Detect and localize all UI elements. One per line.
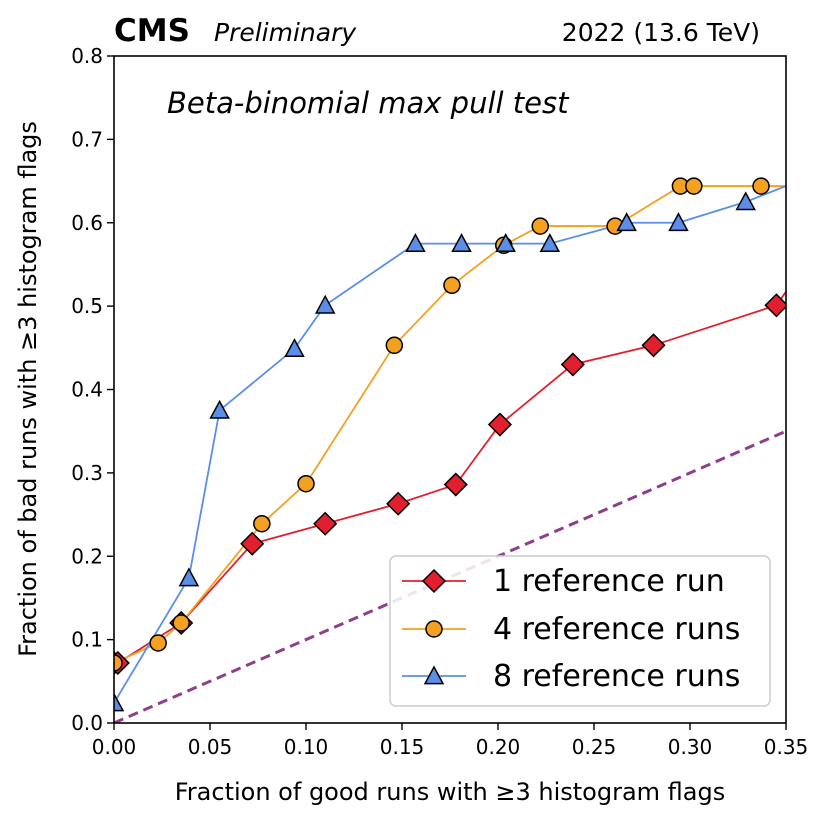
y-tick-label: 0.7 — [71, 127, 103, 151]
x-tick-label: 0.20 — [476, 735, 521, 759]
data-point-diamond — [386, 491, 411, 516]
legend-marker-triangle — [423, 665, 445, 685]
data-point-triangle — [114, 692, 125, 712]
data-point-diamond — [487, 412, 512, 437]
data-point-triangle — [616, 212, 637, 232]
data-point-circle — [149, 634, 167, 652]
data-point-diamond — [641, 333, 666, 358]
energy-label: 2022 (13.6 TeV) — [562, 18, 760, 47]
y-tick-label: 0.1 — [71, 628, 103, 652]
method-annotation: Beta-binomial max pull test — [167, 86, 570, 120]
legend-label: 1 reference run — [493, 564, 725, 599]
data-point-triangle — [405, 233, 426, 252]
legend-marker-diamond — [421, 568, 447, 594]
data-point-circle — [531, 217, 549, 235]
data-point-circle — [172, 614, 190, 632]
x-tick-label: 0.05 — [188, 735, 233, 759]
data-point-circle — [253, 514, 271, 533]
data-point-triangle — [735, 191, 756, 211]
x-tick-label: 0.25 — [572, 735, 617, 759]
y-tick-label: 0.6 — [71, 211, 103, 235]
data-point-circle — [114, 654, 123, 672]
legend: 1 reference run 4 reference runs 8 referen… — [389, 555, 771, 707]
x-tick-label: 0.00 — [92, 735, 137, 759]
data-point-triangle — [495, 233, 516, 252]
x-axis-label: Fraction of good runs with ≥3 histogram … — [175, 778, 726, 806]
data-point-diamond — [240, 531, 265, 556]
data-point-triangle — [668, 212, 689, 232]
y-tick-label: 0.3 — [71, 461, 103, 485]
data-point-circle — [385, 336, 404, 355]
x-tick-label: 0.30 — [668, 735, 713, 759]
y-tick-label: 0.5 — [71, 294, 103, 318]
preliminary-label: Preliminary — [214, 18, 357, 47]
y-tick-label: 0.0 — [71, 711, 103, 735]
legend-label: 8 reference runs — [493, 659, 740, 694]
series-line-1 — [114, 290, 786, 664]
x-tick-label: 0.15 — [380, 735, 425, 759]
data-point-triangle — [178, 567, 200, 587]
legend-label: 4 reference runs — [493, 612, 740, 647]
random-guess-reference-line — [114, 429, 786, 723]
data-point-diamond — [560, 352, 585, 377]
data-point-diamond — [764, 293, 786, 318]
data-point-triangle — [539, 233, 561, 252]
data-point-diamond — [443, 472, 468, 497]
legend-marker-circle — [425, 620, 443, 638]
y-tick-label: 0.8 — [71, 44, 103, 68]
x-tick-label: 0.35 — [764, 735, 809, 759]
data-point-triangle — [314, 294, 336, 314]
data-point-triangle — [284, 338, 305, 358]
legend-box — [389, 555, 771, 707]
x-tick-label: 0.10 — [284, 735, 329, 759]
y-tick-label: 0.2 — [71, 544, 103, 568]
data-point-triangle — [451, 233, 472, 252]
y-axis-label: Fraction of bad runs with ≥3 histogram f… — [14, 121, 42, 657]
cms-label: CMS — [114, 13, 190, 49]
y-tick-label: 0.4 — [71, 378, 103, 402]
data-point-circle — [297, 474, 315, 493]
data-point-diamond — [313, 511, 338, 536]
data-point-triangle — [209, 399, 230, 419]
data-point-circle — [685, 177, 703, 195]
data-point-circle — [752, 177, 770, 195]
data-point-circle — [443, 276, 461, 295]
